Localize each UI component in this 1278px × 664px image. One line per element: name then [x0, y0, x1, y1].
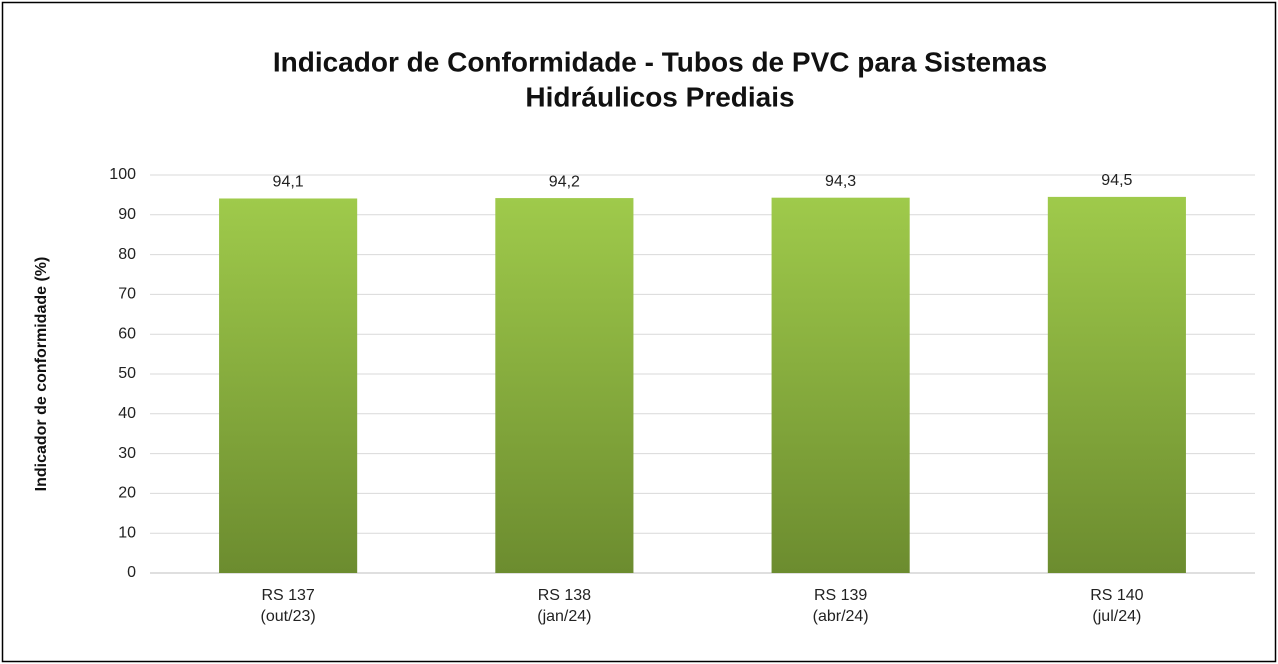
data-label: 94,5 [1101, 172, 1132, 189]
x-tick-label: RS 138 [538, 587, 591, 604]
chart-title: Indicador de Conformidade - Tubos de PVC… [273, 46, 1047, 77]
y-tick-label: 60 [118, 325, 136, 342]
x-tick-label: RS 139 [814, 587, 867, 604]
bar [771, 197, 910, 573]
x-tick-label: (jan/24) [537, 608, 591, 625]
chart-title: Hidráulicos Prediais [525, 81, 794, 112]
bar [495, 198, 634, 574]
x-tick-label: (jul/24) [1092, 608, 1141, 625]
y-tick-label: 30 [118, 445, 136, 462]
data-label: 94,1 [273, 174, 304, 191]
data-label: 94,2 [549, 173, 580, 190]
y-tick-label: 40 [118, 405, 136, 422]
y-tick-label: 100 [109, 166, 136, 183]
y-tick-label: 20 [118, 485, 136, 502]
bar [1047, 196, 1186, 573]
x-tick-label: (out/23) [261, 608, 316, 625]
y-tick-label: 0 [127, 564, 136, 581]
y-tick-label: 50 [118, 365, 136, 382]
y-tick-label: 10 [118, 524, 136, 541]
x-tick-label: RS 137 [261, 587, 314, 604]
x-tick-label: (abr/24) [813, 608, 869, 625]
y-axis-label: Indicador de conformidade (%) [33, 257, 50, 492]
y-tick-label: 80 [118, 246, 136, 263]
data-label: 94,3 [825, 173, 856, 190]
x-tick-label: RS 140 [1090, 587, 1143, 604]
y-tick-label: 70 [118, 286, 136, 303]
y-tick-label: 90 [118, 206, 136, 223]
bar [219, 198, 358, 573]
